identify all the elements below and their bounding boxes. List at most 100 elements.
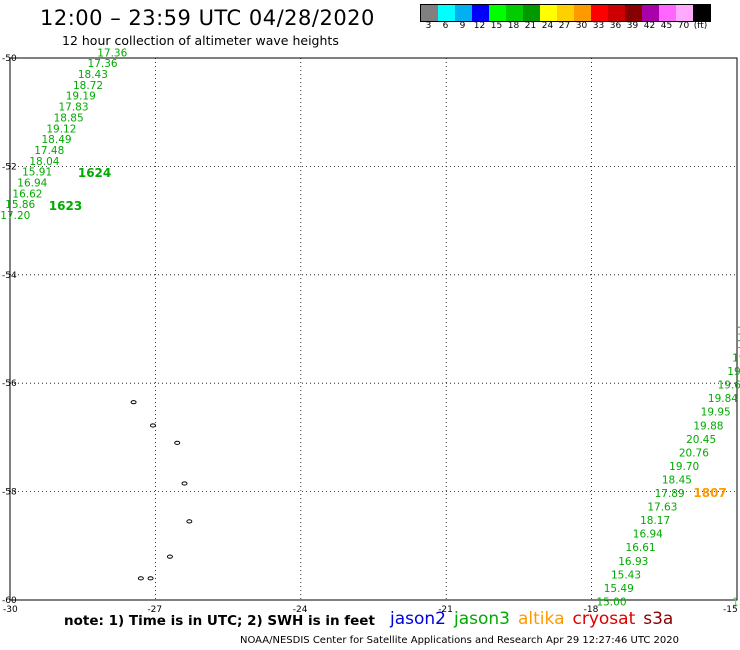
island-outline <box>149 423 156 428</box>
color-scale-label: 27 <box>558 21 571 31</box>
wave-height-reading: 18.85 <box>54 112 84 124</box>
legend-entry-cryosat: cryosat <box>572 609 636 629</box>
legend-entry-jason2: jason2 <box>390 609 446 629</box>
color-scale-label: 42 <box>643 21 656 31</box>
color-swatch <box>489 5 506 21</box>
wave-height-reading: 20.45 <box>686 434 716 446</box>
color-swatch <box>693 5 710 21</box>
pass-time-label: 1807 <box>693 486 726 500</box>
color-scale-label: 24 <box>541 21 554 31</box>
wave-height-reading: 17.89 <box>655 488 685 500</box>
lat-axis-label: -52 <box>2 162 17 172</box>
wave-height-reading: 19.1 <box>732 353 740 365</box>
wave-height-reading: 15.49 <box>604 583 634 595</box>
wave-height-reading: 15.00 <box>596 596 626 608</box>
wave-height-reading: 17.83 <box>58 102 88 114</box>
lat-axis-label: -50 <box>2 54 17 64</box>
wave-height-reading: 15.43 <box>611 569 641 581</box>
color-scale-label: 18 <box>507 21 520 31</box>
island-outline <box>186 519 193 524</box>
wave-height-reading: 19.12 <box>46 123 76 135</box>
color-scale-label: 9 <box>459 21 466 31</box>
wave-height-reading: 19.62 <box>718 380 740 392</box>
pass-time-label: 1623 <box>49 199 82 213</box>
units-note: note: 1) Time is in UTC; 2) SWH is in fe… <box>64 613 375 629</box>
wave-height-reading: 18.04 <box>29 156 59 168</box>
color-swatch <box>472 5 489 21</box>
color-swatch <box>591 5 608 21</box>
color-scale-label: (ft) <box>693 21 708 31</box>
lat-axis-label: -56 <box>2 379 17 389</box>
legend-entry-altika: altika <box>518 609 565 629</box>
color-swatch <box>455 5 472 21</box>
wave-height-reading: 15.91 <box>22 167 52 179</box>
wave-height-reading: 19.76 <box>727 366 740 378</box>
color-scale-label: 12 <box>473 21 486 31</box>
color-scale-label: 70 <box>677 21 690 31</box>
color-swatch <box>557 5 574 21</box>
lon-axis-label: -27 <box>147 605 162 615</box>
map-subtitle: 12 hour collection of altimeter wave hei… <box>62 33 339 48</box>
color-scale-label: 45 <box>660 21 673 31</box>
color-scale-label: 15 <box>490 21 503 31</box>
wave-height-reading: 17.36 <box>88 58 118 70</box>
wave-height-reading: 19.70 <box>669 461 699 473</box>
lon-axis-label: -24 <box>293 605 308 615</box>
wave-height-reading: 17.48 <box>34 145 64 157</box>
wave-height-reading: 19.88 <box>693 420 723 432</box>
wave-height-reading: 18.17 <box>640 515 670 527</box>
color-swatch <box>625 5 642 21</box>
map-frame <box>9 57 738 601</box>
wave-height-reading: 15.86 <box>5 199 35 211</box>
color-scale-label: 39 <box>626 21 639 31</box>
wave-height-reading: 18.43 <box>78 69 108 81</box>
color-swatch <box>506 5 523 21</box>
color-scale-label: 6 <box>442 21 449 31</box>
color-swatch <box>574 5 591 21</box>
wave-height-reading: 16.93 <box>618 556 648 568</box>
color-swatch <box>421 5 438 21</box>
wave-height-reading: 19.84 <box>708 393 738 405</box>
island-outline <box>181 481 188 486</box>
color-swatch <box>676 5 693 21</box>
footer-credit: NOAA/NESDIS Center for Satellite Applica… <box>240 635 679 646</box>
color-scale-labels: 3 6 9 12 15 18 21 24 27 30 33 36 39 42 45 70 (ft) <box>420 21 709 31</box>
color-scale-label: 3 <box>425 21 432 31</box>
legend-entry-jason3: jason3 <box>454 609 510 629</box>
island-outline <box>174 440 181 445</box>
island-outline <box>130 400 137 405</box>
color-swatch <box>523 5 540 21</box>
wave-height-reading: 19. <box>737 339 740 351</box>
wave-height-reading: 19.95 <box>701 407 731 419</box>
wave-height-reading: 16.61 <box>626 542 656 554</box>
color-scale-bar <box>420 4 711 22</box>
wave-height-reading: 19.19 <box>66 91 96 103</box>
color-scale-label: 36 <box>609 21 622 31</box>
lat-axis-label: -60 <box>2 596 17 606</box>
lat-axis-label: -54 <box>2 271 17 281</box>
map-title: 12:00 – 23:59 UTC 04/28/2020 <box>40 6 375 30</box>
wave-height-reading: 18.49 <box>42 134 72 146</box>
wave-height-reading: 18.45 <box>662 474 692 486</box>
wave-height-reading: 16.94 <box>17 177 47 189</box>
lon-axis-label: -15 <box>723 605 738 615</box>
wave-height-reading: 16.62 <box>12 188 42 200</box>
color-swatch <box>540 5 557 21</box>
island-outline <box>137 576 144 581</box>
color-swatch <box>438 5 455 21</box>
wave-height-reading: 19 <box>737 325 740 337</box>
color-swatch <box>608 5 625 21</box>
pass-time-label: 1624 <box>78 166 111 180</box>
wave-height-reading: 17.20 <box>0 210 30 222</box>
color-scale-label: 33 <box>592 21 605 31</box>
color-swatch <box>642 5 659 21</box>
wave-height-reading: 16.94 <box>633 529 663 541</box>
wave-height-reading: 20.76 <box>679 447 709 459</box>
wave-height-reading: 17.36 <box>97 47 127 59</box>
lat-axis-label: -58 <box>2 488 17 498</box>
wave-height-reading: 17.63 <box>647 502 677 514</box>
island-outline <box>166 554 173 559</box>
legend-entry-s3a: s3a <box>643 609 674 629</box>
satellite-legend: jason2 jason3 altika cryosat s3a <box>390 609 681 629</box>
